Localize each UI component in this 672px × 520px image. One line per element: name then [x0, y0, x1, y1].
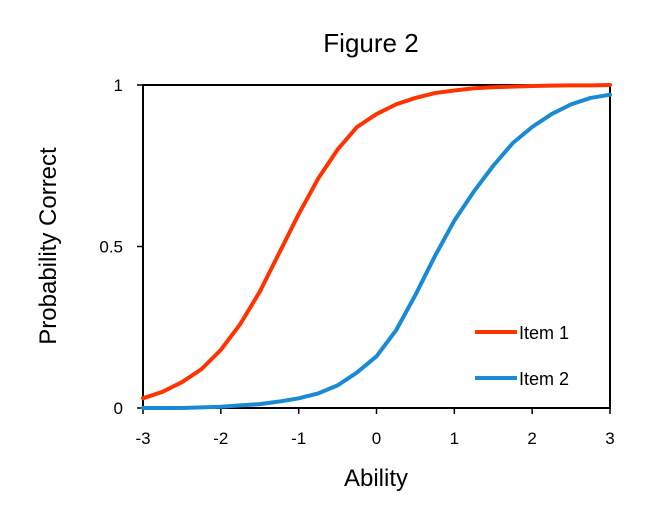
tick-group: -3 -2 -1 0 1 2 3 0 0.5 1	[99, 76, 614, 448]
y-tick-label: 1	[114, 76, 123, 95]
series-line-item-2	[141, 92, 612, 410]
y-axis-label: Probability Correct	[35, 147, 62, 345]
legend: Item 1 Item 2	[475, 323, 569, 389]
chart-title: Figure 2	[323, 28, 418, 58]
x-tick-label: 0	[372, 429, 381, 448]
y-tick-label: 0.5	[99, 238, 123, 257]
series-group	[141, 83, 612, 410]
x-tick-label: 3	[605, 429, 614, 448]
y-tick-label: 0	[114, 399, 123, 418]
x-axis-label: Ability	[344, 465, 408, 492]
x-tick-label: -3	[135, 429, 150, 448]
x-tick-label: 2	[527, 429, 536, 448]
x-tick-label: -1	[291, 429, 306, 448]
x-tick-label: 1	[450, 429, 459, 448]
legend-label: Item 1	[519, 323, 569, 343]
legend-label: Item 2	[519, 369, 569, 389]
series-line-item-1	[141, 83, 612, 401]
x-tick-label: -2	[213, 429, 228, 448]
